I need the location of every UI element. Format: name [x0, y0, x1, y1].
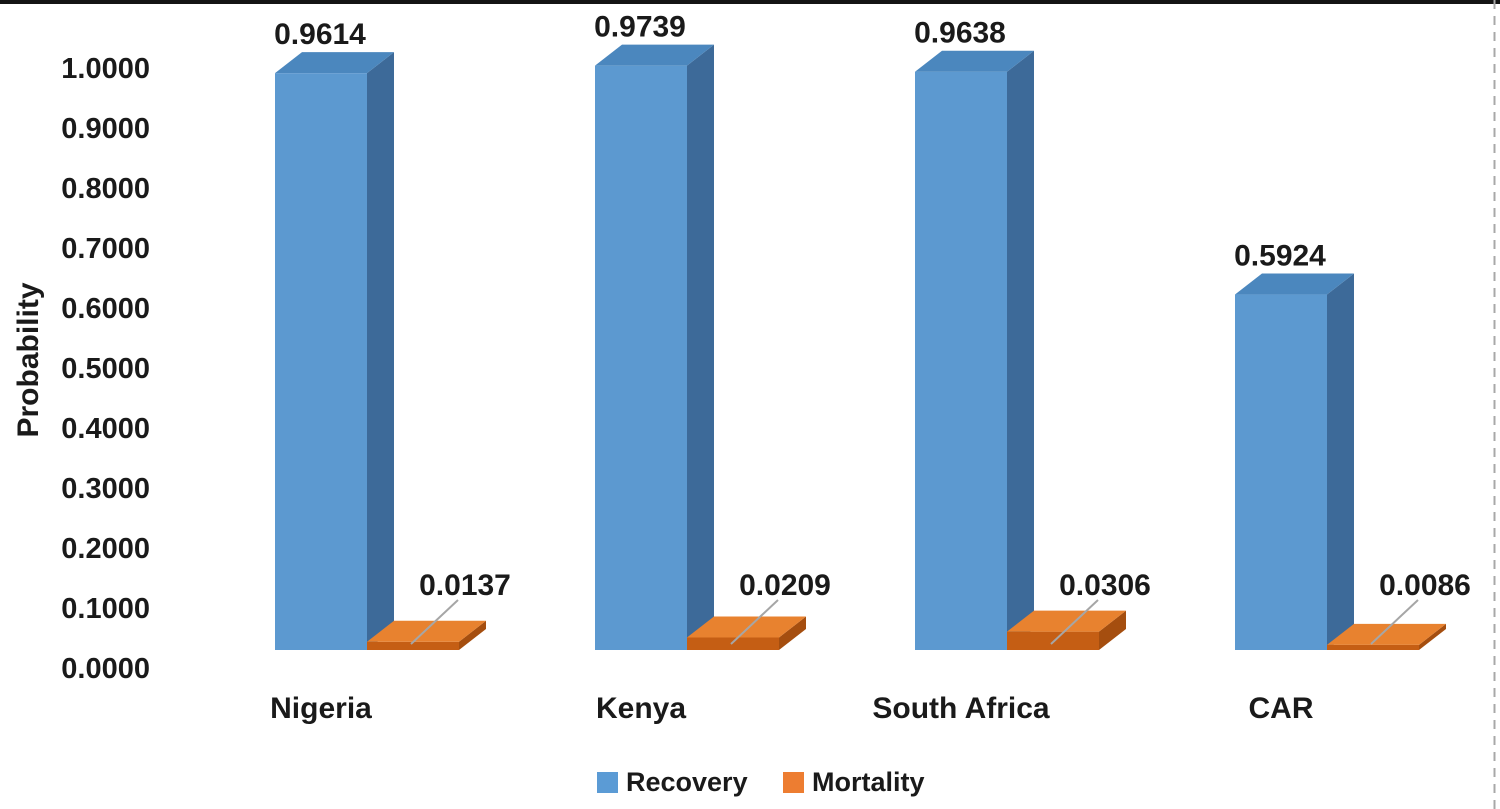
recovery-bar-top-kenya	[595, 44, 714, 66]
bar-group-south-africa: 0.9638 0.0306 South Africa	[872, 17, 1151, 725]
recovery-bar-front-car	[1235, 294, 1327, 650]
y-tick-label-0.9000: 0.9000	[61, 113, 150, 145]
bar-group-nigeria: 0.9614 0.0137 Nigeria	[270, 18, 511, 725]
y-tick-label-0.1000: 0.1000	[61, 593, 150, 625]
y-tick-label-1.0000: 1.0000	[61, 53, 150, 85]
y-axis-title: Probability	[12, 282, 45, 437]
mortality-bar-top-kenya	[687, 616, 806, 638]
category-label-south-africa: South Africa	[872, 692, 1050, 725]
mortality-bar-side-south-africa	[1099, 610, 1126, 650]
legend-swatch-mortality	[783, 772, 804, 793]
recovery-bar-side-south-africa	[1007, 50, 1034, 651]
recovery-bar-top-south-africa	[915, 50, 1034, 72]
category-label-nigeria: Nigeria	[270, 692, 372, 725]
recovery-bar-front-nigeria	[275, 73, 367, 650]
recovery-value-label-kenya: 0.9739	[594, 11, 686, 44]
mortality-bar-side-kenya	[779, 616, 806, 650]
mortality-value-label-car: 0.0086	[1379, 569, 1471, 602]
mortality-bar-top-south-africa	[1007, 610, 1126, 632]
legend-label-mortality: Mortality	[812, 767, 925, 797]
y-tick-label-0.2000: 0.2000	[61, 533, 150, 565]
mortality-leader-line-kenya	[730, 599, 779, 645]
bar-group-kenya: 0.9739 0.0209 Kenya	[594, 11, 831, 725]
legend-swatch-recovery	[597, 772, 618, 793]
bar-group-car: 0.5924 0.0086 CAR	[1234, 240, 1471, 725]
mortality-value-label-kenya: 0.0209	[739, 569, 831, 602]
category-label-car: CAR	[1249, 692, 1314, 725]
y-tick-label-0.3000: 0.3000	[61, 473, 150, 505]
mortality-leader-line-south-africa	[1050, 599, 1099, 645]
mortality-bar-side-car	[1419, 623, 1446, 650]
y-tick-label-0.8000: 0.8000	[61, 173, 150, 205]
mortality-leader-line-car	[1370, 599, 1419, 645]
legend-label-recovery: Recovery	[626, 767, 748, 797]
recovery-bar-side-nigeria	[367, 52, 394, 651]
y-tick-label-0.5000: 0.5000	[61, 353, 150, 385]
recovery-value-label-south-africa: 0.9638	[914, 17, 1006, 50]
mortality-bar-front-car	[1327, 644, 1419, 650]
recovery-value-label-nigeria: 0.9614	[274, 18, 366, 51]
mortality-bar-top-car	[1327, 623, 1446, 645]
y-tick-label-0.0000: 0.0000	[61, 653, 150, 685]
mortality-bar-side-nigeria	[459, 620, 486, 650]
recovery-bar-front-kenya	[595, 65, 687, 650]
mortality-bar-top-nigeria	[367, 620, 486, 642]
recovery-bar-side-kenya	[687, 44, 714, 651]
y-tick-label-0.4000: 0.4000	[61, 413, 150, 445]
recovery-value-label-car: 0.5924	[1234, 240, 1326, 273]
legend: Recovery Mortality	[597, 767, 925, 797]
category-label-kenya: Kenya	[596, 692, 686, 725]
recovery-bar-front-south-africa	[915, 71, 1007, 651]
mortality-bar-front-kenya	[687, 637, 779, 650]
recovery-bar-side-car	[1327, 273, 1354, 650]
recovery-bar-top-car	[1235, 273, 1354, 295]
recovery-bar-top-nigeria	[275, 52, 394, 74]
mortality-value-label-nigeria: 0.0137	[419, 569, 511, 602]
y-tick-label-0.6000: 0.6000	[61, 293, 150, 325]
y-tick-label-0.7000: 0.7000	[61, 233, 150, 265]
mortality-leader-line-nigeria	[410, 599, 459, 645]
top-border-line	[0, 0, 1500, 4]
mortality-bar-front-nigeria	[367, 641, 459, 650]
mortality-value-label-south-africa: 0.0306	[1059, 569, 1151, 602]
